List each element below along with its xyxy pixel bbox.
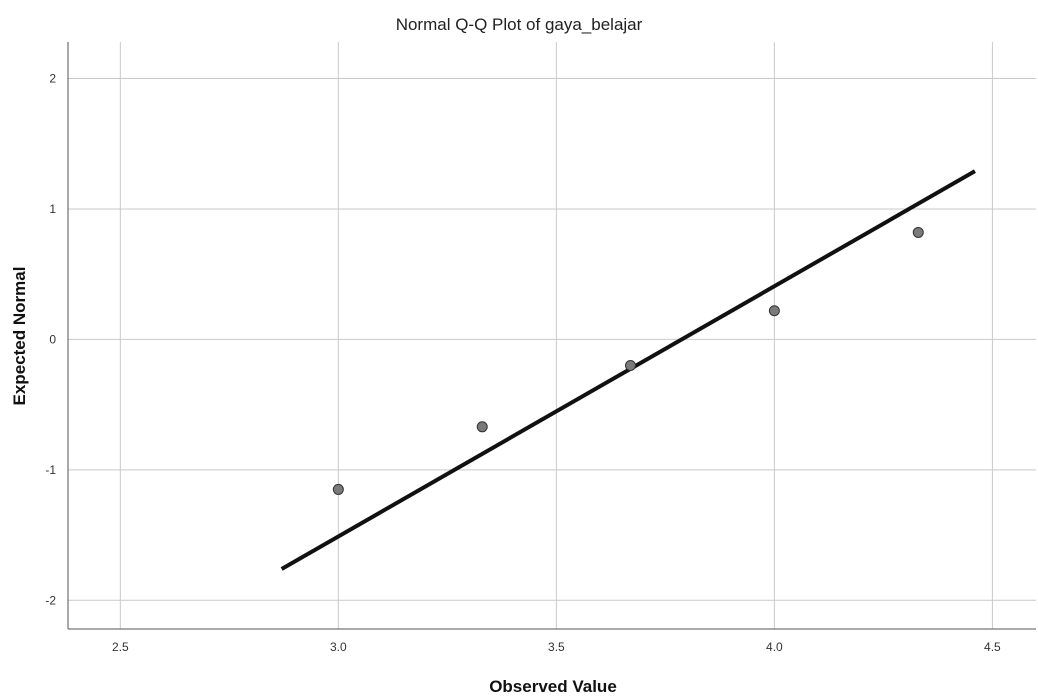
grid [68, 42, 1036, 629]
data-points [332, 226, 924, 495]
y-axis-title: Expected Normal [10, 267, 29, 406]
y-tick-label: 1 [49, 202, 56, 216]
axes [67, 42, 1036, 630]
y-tick-label: -2 [45, 593, 56, 607]
x-tick-label: 4.0 [766, 640, 783, 654]
y-tick-label: 0 [49, 332, 56, 346]
x-axis-title: Observed Value [489, 677, 617, 696]
x-tick-label: 3.5 [548, 640, 565, 654]
data-point [912, 226, 924, 238]
y-tick-label: -1 [45, 463, 56, 477]
x-tick-label: 4.5 [984, 640, 1001, 654]
data-point [332, 483, 344, 495]
y-tick-label: 2 [49, 72, 56, 86]
y-tick-labels: 2 1 0 -1 -2 [45, 72, 56, 608]
x-tick-labels: 2.5 3.0 3.5 4.0 4.5 [112, 640, 1001, 654]
chart-title: Normal Q-Q Plot of gaya_belajar [396, 15, 643, 34]
x-tick-label: 3.0 [330, 640, 347, 654]
data-point [768, 305, 780, 317]
data-point [476, 421, 488, 433]
x-tick-label: 2.5 [112, 640, 129, 654]
data-point [624, 360, 636, 372]
